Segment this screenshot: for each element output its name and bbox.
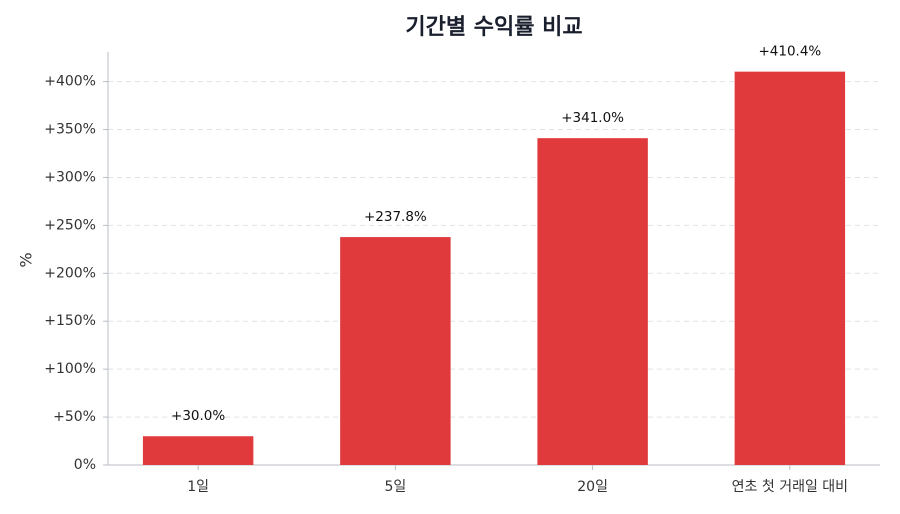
y-tick-label: 0% — [74, 457, 96, 473]
y-tick-label: +100% — [44, 361, 96, 377]
value-label: +341.0% — [561, 110, 624, 126]
x-tick-label: 연초 첫 거래일 대비 — [732, 479, 848, 495]
y-tick-label: +300% — [44, 169, 96, 185]
y-tick-label: +250% — [44, 217, 96, 233]
y-axis-label: % — [17, 252, 36, 267]
x-tick-label: 5일 — [384, 479, 406, 495]
value-label: +410.4% — [758, 44, 821, 60]
x-tick-label: 1일 — [187, 479, 209, 495]
bar — [537, 138, 648, 465]
y-tick-label: +50% — [53, 409, 96, 425]
y-tick-label: +150% — [44, 313, 96, 329]
value-label: +30.0% — [171, 408, 225, 424]
bar — [734, 71, 846, 465]
x-tick-label: 20일 — [577, 479, 608, 495]
value-label: +237.8% — [364, 209, 427, 225]
y-tick-label: +200% — [44, 265, 96, 281]
bar — [142, 436, 254, 465]
chart-title: 기간별 수익률 비교 — [405, 15, 582, 40]
y-tick-label: +350% — [44, 122, 96, 138]
bar — [340, 237, 451, 465]
y-tick-label: +400% — [44, 74, 96, 90]
